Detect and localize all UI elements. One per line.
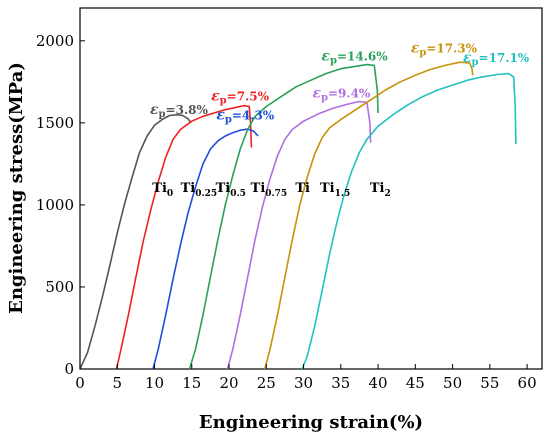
y-axis-title: Engineering stress(MPa) [6, 62, 27, 314]
ticks-layer: 0 5 10 15 20 25 30 35 40 45 50 55 60 0 500 1000 1500 2000 [36, 32, 537, 392]
series-label: Ti1.5 [320, 181, 350, 199]
series-line [264, 61, 474, 370]
elongation-annotation: εp=3.8% [150, 102, 208, 120]
y-tick-label: 1000 [36, 196, 74, 214]
x-tick-label: 5 [112, 374, 122, 392]
series-line [226, 100, 372, 370]
series-label: Ti0.5 [216, 181, 246, 199]
series-line [79, 113, 192, 370]
x-tick-label: 45 [406, 374, 425, 392]
y-tick-label: 1500 [36, 114, 74, 132]
curve-labels-layer: Ti0 εp=3.8% Ti0.25 εp=7.5% Ti0.5 εp=4.3% Ti0.7… [150, 40, 530, 198]
x-tick-label: 0 [75, 374, 85, 392]
y-tick-label: 500 [45, 278, 74, 296]
elongation-annotation: εp=4.3% [216, 108, 274, 126]
x-tick-label: 60 [518, 374, 537, 392]
plot-frame [79, 7, 543, 370]
x-tick-label: 55 [480, 374, 499, 392]
y-tick-label: 0 [64, 360, 74, 378]
curves-layer [79, 61, 517, 370]
x-tick-label: 40 [369, 374, 388, 392]
series-line [115, 104, 253, 370]
elongation-annotation: εp=9.4% [312, 85, 370, 103]
series-label: Ti [295, 181, 310, 196]
series-line [301, 72, 517, 370]
series-line [188, 63, 379, 370]
x-tick-label: 30 [294, 374, 313, 392]
x-tick-label: 25 [257, 374, 276, 392]
x-tick-label: 20 [219, 374, 238, 392]
elongation-annotation: εp=14.6% [321, 49, 388, 67]
series-label: Ti0.75 [251, 181, 288, 199]
series-label: Ti0 [152, 181, 173, 199]
elongation-annotation: εp=17.1% [463, 50, 530, 68]
series-label: Ti2 [370, 181, 391, 199]
series-line [152, 128, 259, 370]
y-tick-label: 2000 [36, 32, 74, 50]
x-tick-label: 10 [145, 374, 164, 392]
elongation-annotation: εp=7.5% [211, 89, 269, 107]
x-tick-label: 50 [443, 374, 462, 392]
x-axis-title: Engineering strain(%) [199, 412, 423, 433]
elongation-annotation: εp=17.3% [411, 40, 478, 58]
x-tick-label: 35 [331, 374, 350, 392]
x-tick-label: 15 [182, 374, 201, 392]
series-label: Ti0.25 [181, 181, 218, 199]
